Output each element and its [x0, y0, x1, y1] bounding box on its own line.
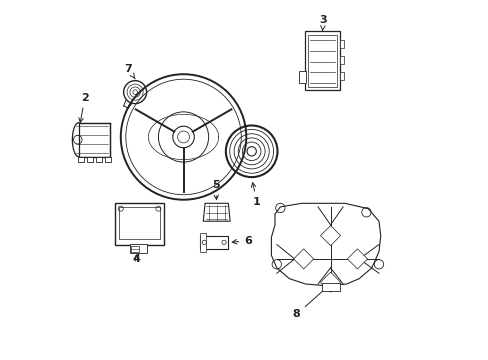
Polygon shape: [320, 272, 340, 292]
Bar: [104, 157, 111, 162]
Bar: [339, 72, 343, 80]
Bar: [339, 40, 343, 48]
Polygon shape: [346, 249, 367, 269]
Bar: [199, 233, 206, 252]
Text: 8: 8: [292, 287, 327, 319]
Bar: [307, 35, 336, 87]
Polygon shape: [293, 249, 313, 269]
Bar: [131, 246, 139, 252]
Bar: [130, 244, 146, 253]
Polygon shape: [271, 203, 380, 286]
Bar: [86, 157, 93, 162]
Bar: [79, 123, 110, 157]
Bar: [96, 157, 102, 162]
Text: 6: 6: [232, 236, 251, 246]
Polygon shape: [72, 123, 79, 157]
Bar: [339, 56, 343, 64]
Text: 1: 1: [251, 183, 261, 207]
Bar: [119, 207, 160, 239]
Text: 7: 7: [124, 64, 135, 79]
Text: 3: 3: [319, 15, 326, 31]
Text: 4: 4: [133, 254, 141, 264]
Bar: [321, 283, 339, 291]
Polygon shape: [298, 71, 305, 83]
Text: 5: 5: [212, 180, 219, 199]
Polygon shape: [320, 226, 340, 246]
Text: 2: 2: [79, 93, 89, 122]
Bar: [115, 203, 163, 244]
Bar: [78, 157, 84, 162]
Polygon shape: [203, 203, 230, 221]
Bar: [305, 31, 339, 90]
Bar: [199, 235, 228, 249]
